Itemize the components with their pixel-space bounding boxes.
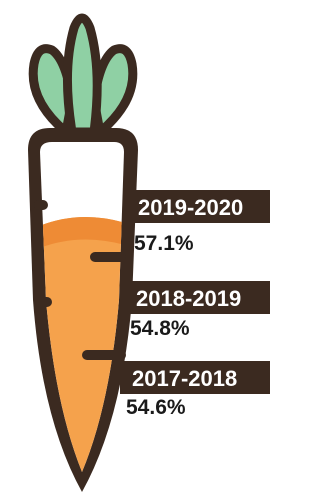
period-label: 2017-2018 bbox=[132, 366, 237, 391]
page: 2019-2020 57.1% 2018-2019 54.8% 2017-201… bbox=[0, 0, 270, 499]
value-label: 54.8% bbox=[130, 317, 190, 340]
period-label: 2019-2020 bbox=[138, 195, 243, 220]
carrot-infographic: 2019-2020 57.1% 2018-2019 54.8% 2017-201… bbox=[0, 0, 270, 499]
value-label: 54.6% bbox=[126, 396, 186, 419]
value-label: 57.1% bbox=[134, 232, 194, 255]
carrot-leaves bbox=[33, 18, 133, 132]
period-label: 2018-2019 bbox=[136, 286, 241, 311]
